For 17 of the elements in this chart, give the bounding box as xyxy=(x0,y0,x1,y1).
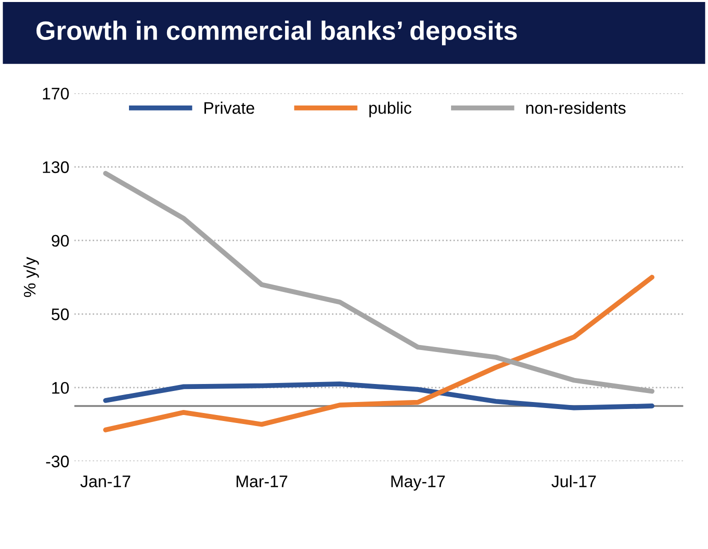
x-tick-label: Jul-17 xyxy=(552,475,596,488)
legend-label: public xyxy=(369,102,412,118)
y-tick-label: -30 xyxy=(46,456,69,468)
x-tick-label: Jan-17 xyxy=(80,476,130,488)
chart-title: Growth in commercial banks’ deposits xyxy=(36,20,517,46)
y-axis-title: % y/y xyxy=(23,256,39,298)
legend-label: Private xyxy=(204,102,254,114)
x-tick-label: May-17 xyxy=(391,476,445,491)
y-tick-label: 130 xyxy=(42,161,69,174)
y-tick-label: 170 xyxy=(42,88,69,100)
y-tick-label: 90 xyxy=(52,234,69,247)
y-tick-label: 10 xyxy=(52,382,69,394)
legend-label: non-residents xyxy=(526,102,626,114)
line-series xyxy=(103,274,654,432)
x-tick-label: Mar-17 xyxy=(236,476,288,488)
line-series xyxy=(103,381,654,410)
y-tick-label: 50 xyxy=(52,308,69,320)
